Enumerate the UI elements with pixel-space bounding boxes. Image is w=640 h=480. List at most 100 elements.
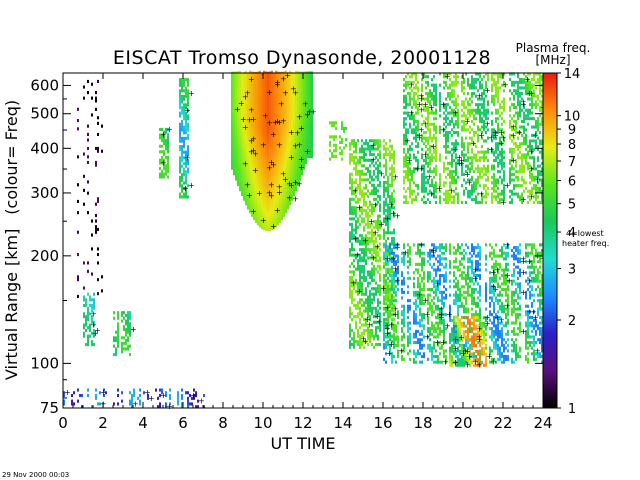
data-cell xyxy=(291,192,293,196)
data-cell xyxy=(359,312,361,316)
data-cell xyxy=(305,141,307,145)
data-cell xyxy=(369,239,371,243)
data-cell xyxy=(353,158,355,162)
data-cell xyxy=(397,313,399,317)
data-cell xyxy=(383,285,385,289)
data-cell xyxy=(273,91,275,95)
data-cell xyxy=(231,152,233,156)
data-cell xyxy=(417,341,419,345)
data-cell xyxy=(429,327,431,331)
data-cell xyxy=(375,331,377,335)
data-cell xyxy=(441,318,443,322)
data-cell xyxy=(429,343,431,347)
data-cell xyxy=(397,257,399,261)
data-cell xyxy=(387,250,389,254)
data-cell xyxy=(421,83,423,87)
data-cell xyxy=(291,161,293,165)
data-cell xyxy=(485,94,487,98)
data-cell xyxy=(255,124,257,128)
data-cell xyxy=(521,92,523,96)
data-cell xyxy=(275,109,277,113)
data-cell xyxy=(293,184,295,188)
data-cell xyxy=(427,136,429,140)
data-cell xyxy=(435,290,437,294)
data-cell xyxy=(443,161,445,165)
data-cell xyxy=(245,82,247,86)
data-cell xyxy=(295,87,297,91)
data-cell xyxy=(455,103,457,107)
data-cell xyxy=(443,329,445,333)
data-cell xyxy=(537,119,539,123)
data-cell xyxy=(299,74,301,78)
data-cell xyxy=(259,98,261,102)
data-cell xyxy=(541,153,543,157)
data-cell xyxy=(245,154,247,158)
data-cell xyxy=(403,282,405,286)
data-cell xyxy=(261,147,263,151)
data-cell xyxy=(477,178,479,182)
data-cell xyxy=(451,92,453,96)
data-cell xyxy=(265,144,267,148)
data-cell xyxy=(363,248,365,252)
data-cell xyxy=(265,208,267,212)
data-cell xyxy=(243,105,245,109)
data-cell xyxy=(403,335,405,339)
data-cell xyxy=(291,91,293,95)
data-cell xyxy=(501,72,503,76)
data-cell xyxy=(483,125,485,129)
data-cell xyxy=(249,179,251,183)
data-cell xyxy=(477,108,479,112)
data-cell xyxy=(423,251,425,255)
data-cell xyxy=(259,95,261,99)
data-cell xyxy=(275,149,277,153)
data-cell xyxy=(283,177,285,181)
data-cell xyxy=(249,176,251,180)
data-cell xyxy=(233,80,235,84)
data-cell xyxy=(273,203,275,207)
data-cell xyxy=(433,279,435,283)
data-cell xyxy=(445,279,447,283)
data-cell xyxy=(393,158,395,162)
data-cell xyxy=(279,161,281,165)
data-cell xyxy=(435,136,437,140)
data-cell xyxy=(279,77,281,81)
data-cell xyxy=(481,92,483,96)
data-cell xyxy=(523,86,525,90)
data-cell xyxy=(509,159,511,163)
data-cell xyxy=(483,119,485,123)
data-cell xyxy=(265,174,267,178)
data-cell xyxy=(235,82,237,86)
data-cell xyxy=(535,72,537,76)
data-cell xyxy=(279,192,281,196)
data-cell xyxy=(383,317,385,321)
data-cell xyxy=(393,231,395,235)
data-cell xyxy=(371,178,373,182)
data-cell xyxy=(281,169,283,173)
data-cell xyxy=(395,285,397,289)
data-cell xyxy=(349,178,351,182)
data-cell xyxy=(245,149,247,153)
data-cell xyxy=(247,72,249,76)
data-cell xyxy=(385,260,387,264)
data-cell xyxy=(301,172,303,176)
data-cell xyxy=(277,82,279,86)
data-cell xyxy=(351,317,353,321)
data-cell xyxy=(397,282,399,286)
data-cell xyxy=(281,164,283,168)
data-cell xyxy=(435,307,437,311)
data-cell xyxy=(435,271,437,275)
data-cell xyxy=(429,131,431,135)
data-cell xyxy=(279,208,281,212)
data-cell xyxy=(429,147,431,151)
data-cell xyxy=(311,121,313,125)
data-cell xyxy=(473,170,475,174)
data-cell xyxy=(517,72,519,76)
data-cell xyxy=(503,103,505,107)
data-cell xyxy=(541,75,543,79)
data-cell xyxy=(497,186,499,190)
data-cell xyxy=(283,138,285,142)
data-cell xyxy=(407,161,409,165)
data-cell xyxy=(531,133,533,137)
data-cell xyxy=(477,89,479,93)
data-cell xyxy=(439,92,441,96)
